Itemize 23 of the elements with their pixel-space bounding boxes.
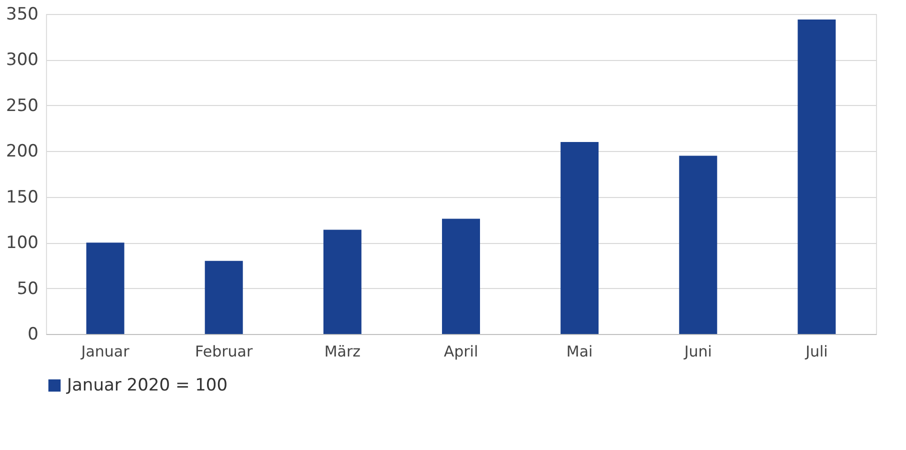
x-tick-label: Juli — [804, 342, 828, 360]
y-tick-label: 350 — [6, 4, 38, 24]
y-tick-label: 300 — [6, 50, 38, 70]
bar — [323, 230, 362, 334]
y-tick-label: 0 — [28, 324, 38, 344]
y-tick-label: 200 — [6, 142, 38, 162]
x-tick-label: Februar — [195, 342, 254, 360]
bar — [442, 218, 480, 334]
bar — [204, 260, 243, 334]
x-tick-label: Januar — [80, 342, 130, 360]
y-tick-label: 250 — [6, 96, 38, 116]
y-tick-label: 100 — [6, 233, 38, 254]
bar — [798, 19, 836, 334]
x-tick-label: Mai — [566, 342, 593, 360]
x-tick-label: April — [444, 342, 478, 360]
y-tick-label: 50 — [16, 278, 38, 299]
x-tick-label: März — [324, 342, 361, 360]
bar — [560, 142, 599, 334]
legend-label: Januar 2020 = 100 — [66, 376, 228, 396]
bar — [679, 156, 718, 334]
x-tick-label: Juni — [683, 342, 712, 360]
y-tick-label: 150 — [6, 187, 38, 208]
bar — [86, 242, 124, 334]
